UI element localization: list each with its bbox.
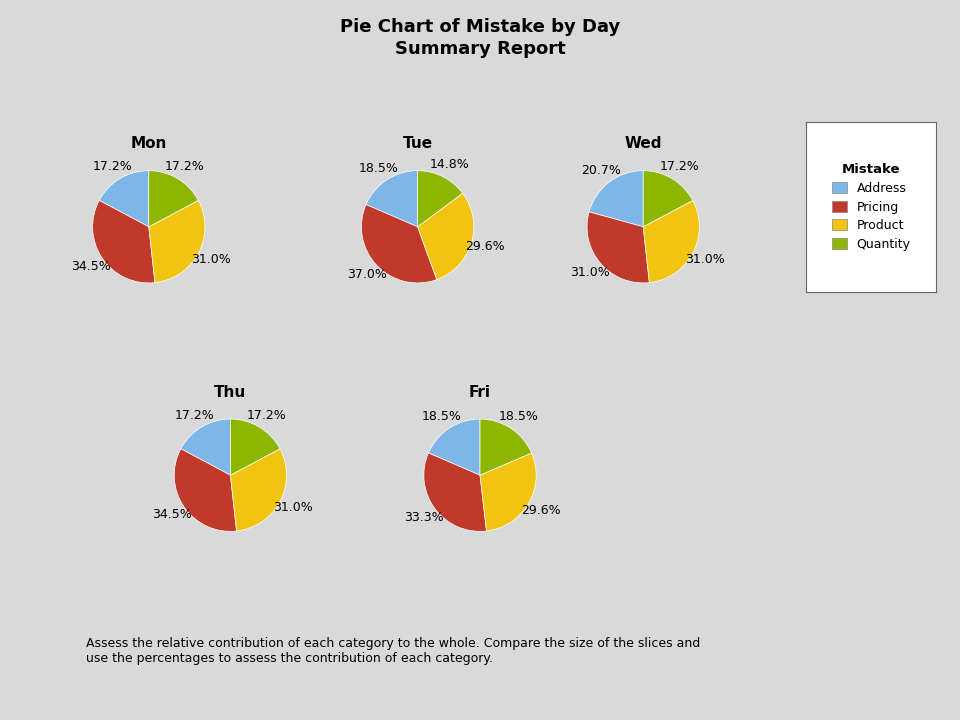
Wedge shape [643, 171, 693, 227]
Wedge shape [589, 171, 643, 227]
Title: Tue: Tue [402, 136, 433, 151]
Wedge shape [230, 449, 286, 531]
Text: 17.2%: 17.2% [660, 160, 699, 173]
Wedge shape [418, 193, 473, 279]
Text: 34.5%: 34.5% [71, 260, 110, 273]
Wedge shape [99, 171, 149, 227]
Wedge shape [180, 419, 230, 475]
Text: 37.0%: 37.0% [347, 269, 387, 282]
Wedge shape [230, 419, 280, 475]
Text: 14.8%: 14.8% [429, 158, 469, 171]
Text: 31.0%: 31.0% [685, 253, 725, 266]
Legend: Address, Pricing, Product, Quantity: Address, Pricing, Product, Quantity [825, 156, 918, 258]
Wedge shape [366, 171, 418, 227]
Text: 18.5%: 18.5% [498, 410, 539, 423]
Wedge shape [424, 453, 487, 531]
Text: 34.5%: 34.5% [153, 508, 192, 521]
Text: 18.5%: 18.5% [421, 410, 462, 423]
Text: 18.5%: 18.5% [359, 162, 399, 175]
Wedge shape [362, 204, 437, 283]
Text: 29.6%: 29.6% [521, 504, 561, 517]
Wedge shape [149, 200, 204, 283]
Text: 17.2%: 17.2% [93, 160, 132, 173]
Text: Pie Chart of Mistake by Day: Pie Chart of Mistake by Day [340, 18, 620, 36]
Text: 17.2%: 17.2% [247, 408, 286, 421]
Wedge shape [588, 212, 649, 283]
Text: 17.2%: 17.2% [175, 408, 214, 421]
Text: 31.0%: 31.0% [273, 502, 312, 515]
Wedge shape [643, 200, 699, 283]
Wedge shape [149, 171, 199, 227]
Text: 31.0%: 31.0% [191, 253, 230, 266]
Text: 20.7%: 20.7% [581, 164, 620, 177]
Wedge shape [93, 200, 155, 283]
Title: Thu: Thu [214, 384, 247, 400]
Text: 29.6%: 29.6% [465, 240, 505, 253]
Wedge shape [428, 419, 480, 475]
Wedge shape [480, 419, 532, 475]
Text: Assess the relative contribution of each category to the whole. Compare the size: Assess the relative contribution of each… [86, 637, 701, 665]
Wedge shape [418, 171, 463, 227]
Text: Summary Report: Summary Report [395, 40, 565, 58]
Title: Mon: Mon [131, 136, 167, 151]
Title: Fri: Fri [469, 384, 491, 400]
Text: 33.3%: 33.3% [404, 510, 444, 523]
Text: 31.0%: 31.0% [570, 266, 610, 279]
Text: 17.2%: 17.2% [165, 160, 204, 173]
Wedge shape [175, 449, 236, 531]
Wedge shape [480, 453, 536, 531]
Title: Wed: Wed [624, 136, 662, 151]
